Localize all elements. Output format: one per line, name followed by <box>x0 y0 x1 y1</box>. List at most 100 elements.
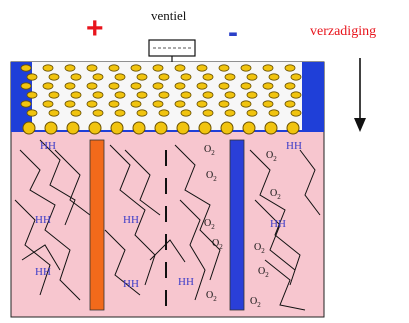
chain-bead <box>86 82 98 90</box>
chain-bead <box>240 64 252 72</box>
hydrogen-label: HH <box>35 214 51 226</box>
chain-bead <box>202 73 214 81</box>
polymer-strand <box>54 149 91 216</box>
saturation-label: verzadiging <box>310 24 377 39</box>
chain-bead <box>152 64 164 72</box>
chain-bead <box>246 91 258 99</box>
chain-bead <box>196 64 208 72</box>
valve-label: ventiel <box>151 8 187 23</box>
chain-bead <box>92 109 104 117</box>
chain-bead <box>64 64 76 72</box>
chain-bead <box>20 64 32 72</box>
chain-head-bead <box>88 121 102 135</box>
chain-bead <box>202 109 214 117</box>
hydrogen-label: HH <box>35 266 51 278</box>
chain-head-bead <box>132 121 146 135</box>
chain-bead <box>158 73 170 81</box>
hydrogen-label: HH <box>40 140 56 152</box>
polymer-strand <box>254 199 296 271</box>
chain-bead <box>20 100 32 108</box>
chain-bead <box>152 100 164 108</box>
orange-electrode <box>89 139 105 311</box>
polymer-strand <box>179 199 206 301</box>
polymer-strand <box>19 149 81 301</box>
chain-head-bead <box>176 121 190 135</box>
chain-bead <box>218 100 230 108</box>
chain-bead <box>268 73 280 81</box>
oxygen-label: O2 <box>206 170 217 183</box>
blue-electrode <box>229 139 245 311</box>
hydrogen-label: HH <box>286 140 302 152</box>
chain-bead <box>180 109 192 117</box>
chain-head-bead <box>154 121 168 135</box>
chain-bead <box>64 100 76 108</box>
chain-bead <box>92 73 104 81</box>
chain-head-bead <box>22 121 36 135</box>
chain-bead <box>114 73 126 81</box>
chain-bead <box>26 91 38 99</box>
chain-head-bead <box>44 121 58 135</box>
polymer-strand <box>21 244 61 271</box>
chain-head-bead <box>220 121 234 135</box>
chain-bead <box>268 109 280 117</box>
chain-bead <box>180 73 192 81</box>
chain-bead <box>70 91 82 99</box>
chain-bead <box>218 82 230 90</box>
polymer-strand <box>14 199 51 296</box>
hydrogen-label: HH <box>178 276 194 288</box>
chain-bead <box>262 64 274 72</box>
chain-bead <box>202 91 214 99</box>
chain-bead <box>42 64 54 72</box>
oxygen-label: O2 <box>254 242 265 255</box>
chain-bead <box>240 100 252 108</box>
polymer-strand <box>299 149 321 216</box>
chain-bead <box>284 100 296 108</box>
chain-bead <box>130 100 142 108</box>
hydrogen-label: HH <box>123 214 139 226</box>
chain-bead <box>42 100 54 108</box>
chain-bead <box>158 91 170 99</box>
chain-head-bead <box>264 121 278 135</box>
polymer-strand <box>174 144 221 281</box>
chain-head-bead <box>286 121 300 135</box>
chain-bead <box>180 91 192 99</box>
chain-bead <box>290 73 302 81</box>
polymer-strand <box>104 229 141 296</box>
chain-bead <box>20 82 32 90</box>
chain-bead <box>246 73 258 81</box>
chain-bead <box>26 73 38 81</box>
hydrogen-label: HH <box>123 278 139 290</box>
minus-sign: - <box>228 16 238 49</box>
chain-bead <box>42 82 54 90</box>
chain-bead <box>114 109 126 117</box>
chain-bead <box>92 91 104 99</box>
polymer-strand <box>39 139 76 226</box>
polymer-strand <box>249 149 301 286</box>
chain-bead <box>70 109 82 117</box>
chain-bead <box>158 109 170 117</box>
chain-bead <box>86 64 98 72</box>
chain-bead <box>290 91 302 99</box>
chain-bead <box>64 82 76 90</box>
chain-bead <box>86 100 98 108</box>
chain-bead <box>48 73 60 81</box>
chain-head-bead <box>66 121 80 135</box>
chain-bead <box>48 109 60 117</box>
chain-bead <box>108 82 120 90</box>
chain-bead <box>196 100 208 108</box>
chain-bead <box>246 109 258 117</box>
chain-head-bead <box>242 121 256 135</box>
polymer-network <box>14 139 321 311</box>
chain-bead <box>108 64 120 72</box>
oxygen-label: O2 <box>250 296 261 309</box>
chain-bead <box>284 64 296 72</box>
plus-sign: + <box>86 12 104 45</box>
chain-bead <box>136 73 148 81</box>
chain-bead <box>290 109 302 117</box>
chain-bead <box>224 91 236 99</box>
chain-bead <box>218 64 230 72</box>
chain-bead <box>196 82 208 90</box>
down-arrow-icon <box>354 58 366 132</box>
chain-bead <box>174 100 186 108</box>
chain-head-bead <box>110 121 124 135</box>
